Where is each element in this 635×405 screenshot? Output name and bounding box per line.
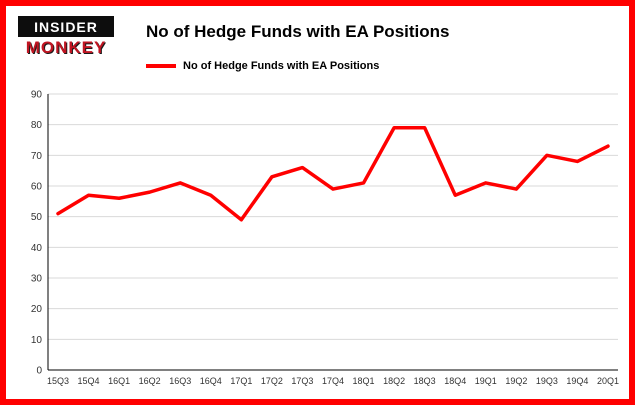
y-tick-label: 60 xyxy=(31,182,43,193)
logo-insider-text: INSIDER xyxy=(18,16,114,37)
x-tick-label: 16Q3 xyxy=(169,376,191,386)
line-chart-svg: 0 10 20 30 40 50 60 70 80 90 15Q3 15Q4 16Q1 16Q2 16Q3 1… xyxy=(31,90,619,387)
x-tick-label: 20Q1 xyxy=(597,376,619,386)
insider-monkey-logo: INSIDER MONKEY xyxy=(18,16,114,58)
chart-legend: No of Hedge Funds with EA Positions xyxy=(146,60,379,72)
y-tick-label: 90 xyxy=(31,90,43,101)
chart-plot-area: 0 10 20 30 40 50 60 70 80 90 15Q3 15Q4 16Q1 16Q2 16Q3 1… xyxy=(12,82,628,398)
data-series-line xyxy=(56,125,610,222)
y-tick-label: 0 xyxy=(36,366,42,377)
y-tick-label: 10 xyxy=(31,335,43,346)
x-tick-label: 16Q1 xyxy=(108,376,130,386)
y-tick-label: 30 xyxy=(31,274,43,285)
x-tick-label: 18Q4 xyxy=(444,376,466,386)
x-tick-label: 19Q4 xyxy=(566,376,588,386)
x-tick-label: 19Q1 xyxy=(475,376,497,386)
x-tick-label: 15Q3 xyxy=(47,376,69,386)
x-tick-label: 18Q3 xyxy=(414,376,436,386)
y-tick-label: 80 xyxy=(31,120,43,131)
legend-line-swatch xyxy=(146,64,176,68)
x-tick-label: 16Q4 xyxy=(200,376,222,386)
x-tick-label: 19Q2 xyxy=(505,376,527,386)
y-tick-label: 20 xyxy=(31,304,43,315)
x-tick-label: 18Q1 xyxy=(353,376,375,386)
x-tick-label: 17Q2 xyxy=(261,376,283,386)
y-tick-label: 70 xyxy=(31,151,43,162)
logo-monkey-text: MONKEY xyxy=(25,38,107,57)
y-tick-label: 40 xyxy=(31,243,43,254)
x-tick-label: 18Q2 xyxy=(383,376,405,386)
legend-label: No of Hedge Funds with EA Positions xyxy=(183,60,380,72)
x-tick-label: 17Q4 xyxy=(322,376,344,386)
x-tick-label: 17Q3 xyxy=(291,376,313,386)
x-tick-label: 19Q3 xyxy=(536,376,558,386)
chart-title: No of Hedge Funds with EA Positions xyxy=(146,22,450,41)
x-tick-label: 16Q2 xyxy=(139,376,161,386)
y-tick-label: 50 xyxy=(31,212,43,223)
x-tick-label: 17Q1 xyxy=(230,376,252,386)
chart-header: INSIDER MONKEY No of Hedge Funds with EA… xyxy=(18,14,619,80)
x-tick-label: 15Q4 xyxy=(78,376,100,386)
